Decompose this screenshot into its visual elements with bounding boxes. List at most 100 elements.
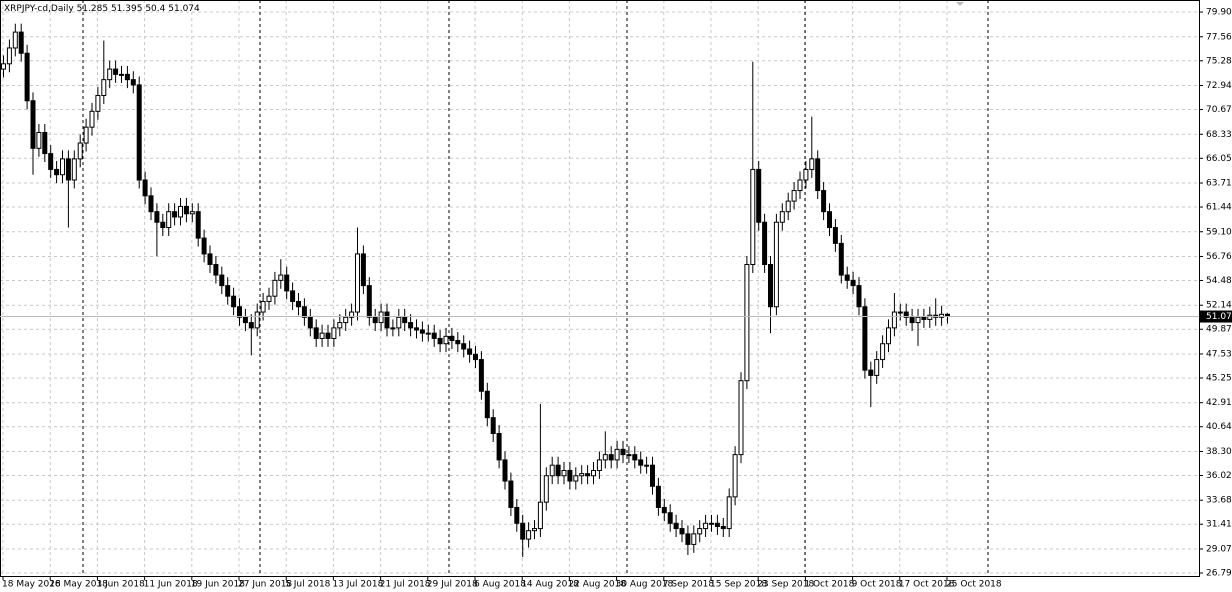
candle-body <box>260 300 266 313</box>
candle-body <box>449 335 455 342</box>
y-tick-label: 49.870 <box>1206 325 1232 335</box>
y-tick-label: 33.685 <box>1206 496 1232 506</box>
candle-body <box>408 322 414 329</box>
candle-body <box>101 79 107 96</box>
candle-body <box>791 190 797 202</box>
x-tick-label: 19 Jun 2018 <box>191 580 245 590</box>
candle-body <box>726 496 732 530</box>
candle-body <box>543 475 549 503</box>
y-tick-label: 31.410 <box>1206 520 1232 530</box>
candle-body <box>431 332 437 339</box>
candle-body <box>921 316 927 320</box>
candle-body <box>490 417 496 435</box>
candle-body <box>561 469 567 477</box>
low-value: 50.4 <box>145 4 165 14</box>
x-tick-label: 18 May 2018 <box>2 580 61 590</box>
x-tick-label: 25 Oct 2018 <box>946 580 1002 590</box>
candle-body <box>850 279 856 287</box>
candle-body <box>591 469 596 477</box>
candle-body <box>319 332 325 339</box>
candle-body <box>384 311 390 329</box>
candle-body <box>402 316 408 324</box>
candle-body <box>803 168 809 181</box>
candle-body <box>844 274 850 281</box>
candle-body <box>89 110 95 128</box>
chart-header: XRPJPY-cd,Daily 51.285 51.395 50.4 51.07… <box>4 4 200 14</box>
candle-body <box>290 290 296 302</box>
candle-body <box>443 335 449 345</box>
candle-body <box>331 327 337 339</box>
candle-body <box>461 343 467 350</box>
x-tick-label: 3 Jun 2018 <box>96 580 145 590</box>
candle-body <box>360 253 366 287</box>
y-tick-label: 29.070 <box>1206 544 1232 554</box>
y-tick-label: 40.640 <box>1206 422 1232 432</box>
period-separators <box>82 0 989 576</box>
candle-body <box>77 142 83 160</box>
close-value: 51.074 <box>168 4 200 14</box>
candle-body <box>136 84 142 181</box>
y-tick-label: 70.670 <box>1206 105 1232 115</box>
candle-body <box>325 332 331 339</box>
y-tick-label: 36.025 <box>1206 471 1232 481</box>
candle-body <box>626 454 632 457</box>
candle-body <box>113 68 119 75</box>
candle-body <box>473 353 478 361</box>
candle-body <box>154 211 160 223</box>
candle-body <box>667 512 673 524</box>
candle-body <box>36 131 42 149</box>
shift-marker <box>956 2 964 6</box>
x-tick-label: 7 Sep 2018 <box>663 580 715 590</box>
candle-body <box>832 227 838 244</box>
candle-body <box>720 525 726 530</box>
candle-body <box>909 316 915 324</box>
y-tick-label: 77.560 <box>1206 32 1232 42</box>
candle-body <box>809 158 815 170</box>
y-tick-label: 75.285 <box>1206 56 1232 66</box>
candle-body <box>508 480 514 508</box>
candle-body <box>390 327 396 330</box>
grid <box>0 0 1199 576</box>
candle-body <box>567 469 573 482</box>
price-label: 51.074 <box>1206 312 1232 322</box>
candle-body <box>166 211 172 229</box>
chart-title: XRPJPY-cd,Daily <box>4 4 74 14</box>
x-tick-label: 21 Jul 2018 <box>380 580 431 590</box>
candle-body <box>284 274 290 292</box>
candle-body <box>142 179 148 197</box>
price-label-box <box>1200 310 1232 323</box>
y-tick-label: 38.300 <box>1206 447 1232 457</box>
y-tick-label: 61.440 <box>1206 203 1232 213</box>
candle-body <box>349 311 355 318</box>
x-tick-label: 26 May 2018 <box>49 580 108 590</box>
candle-body <box>596 459 602 471</box>
y-tick-label: 68.330 <box>1206 130 1232 140</box>
candle-body <box>18 31 24 54</box>
candle-body <box>95 94 101 112</box>
x-tick-label: 23 Sep 2018 <box>757 580 814 590</box>
candle-body <box>248 322 254 329</box>
x-tick-label: 6 Aug 2018 <box>474 580 526 590</box>
y-tick-label: 42.915 <box>1206 398 1232 408</box>
candles <box>1 23 950 558</box>
candle-body <box>927 314 933 320</box>
candle-body <box>201 237 207 255</box>
candle-body <box>750 168 756 265</box>
candle-body <box>779 211 785 223</box>
candle-body <box>83 126 89 144</box>
x-tick-label: 5 Jul 2018 <box>285 580 330 590</box>
candle-body <box>756 168 762 223</box>
candle-body <box>189 211 195 215</box>
candle-body <box>620 448 626 456</box>
candle-body <box>425 332 431 335</box>
x-tick-label: 17 Oct 2018 <box>899 580 955 590</box>
candle-body <box>768 263 773 308</box>
candle-body <box>714 522 720 527</box>
candle-body <box>815 158 821 192</box>
candle-body <box>673 522 679 530</box>
y-tick-label: 45.255 <box>1206 373 1232 383</box>
candle-body <box>939 313 945 318</box>
candle-body <box>874 359 880 376</box>
candle-body <box>12 31 18 49</box>
candle-body <box>532 528 537 532</box>
